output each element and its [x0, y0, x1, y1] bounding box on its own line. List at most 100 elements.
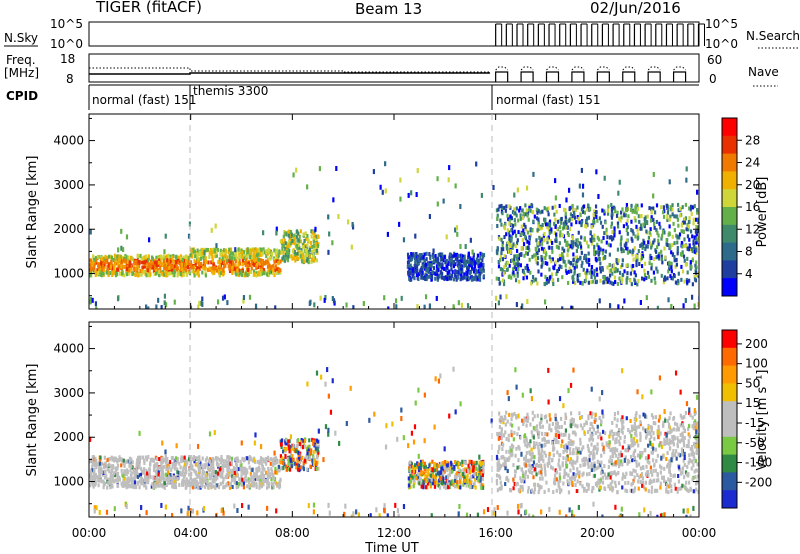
power-cell: [593, 247, 596, 252]
power-cell: [352, 305, 355, 309]
power-cell: [565, 222, 568, 227]
power-cell: [694, 229, 697, 234]
power-cell: [524, 234, 527, 239]
power-cell: [543, 248, 547, 253]
power-cell: [310, 257, 314, 262]
power-cell: [626, 231, 629, 236]
velocity-cell: [280, 445, 283, 450]
velocity-cell: [427, 468, 430, 473]
velocity-cell: [254, 474, 257, 479]
power-cell: [571, 235, 574, 241]
power-cell: [430, 263, 433, 268]
velocity-cell: [294, 449, 298, 454]
power-cell: [673, 274, 676, 279]
power-cell: [114, 259, 117, 264]
power-cell: [666, 276, 669, 281]
velocity-cell: [240, 469, 243, 474]
power-cell: [578, 241, 581, 246]
velocity-cell: [423, 471, 426, 476]
velocity-cell: [111, 474, 115, 479]
power-cell: [558, 241, 561, 246]
power-cell: [451, 269, 454, 274]
power-cell: [198, 300, 201, 306]
velocity-cell: [613, 412, 617, 417]
power-cell: [282, 244, 285, 249]
velocity-cell: [246, 484, 249, 489]
power-cell: [562, 259, 565, 264]
power-cell: [532, 253, 536, 258]
velocity-cell: [317, 444, 320, 449]
power-cell: [434, 257, 438, 262]
power-cell: [617, 258, 620, 263]
power-cell: [691, 234, 694, 239]
velocity-cell: [695, 468, 698, 473]
power-cell: [693, 249, 696, 254]
power-cell: [261, 252, 264, 257]
power-cell: [94, 273, 97, 278]
power-cell: [548, 275, 552, 280]
power-cell: [164, 260, 167, 265]
power-cell: [221, 260, 225, 265]
power-cell: [470, 274, 473, 279]
velocity-cell: [193, 459, 196, 464]
velocity-cell: [135, 465, 138, 470]
velocity-cell: [163, 481, 166, 486]
power-cell: [532, 171, 535, 177]
velocity-cell: [455, 482, 458, 487]
velocity-cell: [473, 481, 476, 486]
power-cell: [297, 242, 300, 247]
velocity-cell: [225, 463, 228, 468]
power-cell: [547, 279, 550, 284]
velocity-cell: [312, 462, 316, 467]
power-cell: [180, 267, 183, 272]
velocity-cell: [281, 457, 284, 462]
velocity-cell: [467, 463, 470, 468]
velocity-cell: [156, 478, 159, 483]
velocity-cell: [527, 486, 530, 491]
power-cell: [482, 266, 485, 271]
power-cell: [595, 209, 598, 214]
velocity-cell: [413, 477, 416, 482]
power-cell: [415, 251, 418, 256]
velocity-cell: [160, 476, 164, 481]
velocity-cell: [609, 455, 612, 460]
velocity-cell: [611, 421, 614, 426]
power-cell: [510, 228, 513, 233]
power-cell: [634, 273, 637, 278]
power-cell: [673, 255, 676, 260]
power-cell: [438, 273, 441, 278]
velocity-cell: [460, 473, 463, 478]
power-cell: [496, 223, 499, 228]
power-cell: [515, 206, 518, 211]
power-cell: [295, 234, 298, 239]
cpid-panel: CPID normal (fast) 151 themis 3300 norma…: [6, 84, 699, 110]
velocity-cell: [438, 471, 441, 476]
velocity-cell: [274, 470, 277, 475]
power-cell: [511, 223, 515, 228]
power-cell: [175, 254, 178, 259]
power-cell: [520, 224, 523, 229]
power-cell: [688, 206, 691, 211]
power-cell: [648, 239, 651, 244]
power-cell: [193, 273, 196, 278]
velocity-cell: [255, 485, 258, 490]
power-cell: [603, 211, 606, 216]
power-cell: [625, 239, 628, 244]
power-cell: [573, 271, 576, 276]
power-cell: [511, 245, 514, 250]
power-cell: [210, 269, 214, 274]
power-cell: [511, 231, 514, 236]
velocity-cell: [130, 480, 133, 485]
power-cell: [139, 253, 142, 258]
velocity-cell: [471, 484, 474, 489]
power-cell: [526, 263, 529, 268]
power-cell: [450, 262, 453, 267]
velocity-cell: [207, 465, 210, 470]
power-cell: [642, 222, 645, 227]
power-cell: [157, 260, 160, 265]
power-cell: [551, 205, 554, 210]
power-cell: [671, 243, 674, 248]
power-cell: [191, 254, 194, 259]
velocity-cell: [464, 478, 467, 483]
power-cell: [513, 254, 516, 259]
